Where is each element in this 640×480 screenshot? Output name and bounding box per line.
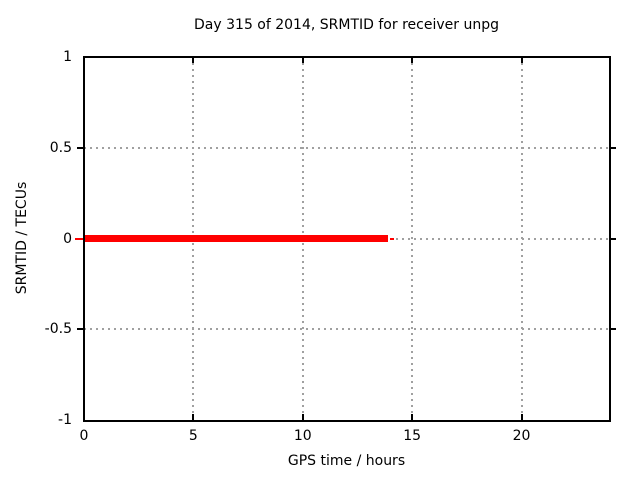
y-tick-label: 0.5: [49, 139, 72, 156]
series-line-srmtid: [84, 235, 389, 242]
x-tick-bottom: [301, 414, 304, 420]
x-tick-label: 20: [512, 428, 531, 444]
y-tick-left: [77, 328, 84, 331]
y-tick-right: [609, 328, 616, 331]
x-tick-top: [520, 57, 523, 63]
red-dash-after-line: [390, 237, 395, 240]
x-tick-top: [192, 57, 195, 63]
x-tick-bottom: [411, 414, 414, 420]
x-tick-bottom: [520, 414, 523, 420]
y-tick-right: [609, 146, 616, 149]
y-gridline: [84, 328, 609, 331]
x-axis-label: GPS time / hours: [287, 453, 406, 469]
y-tick-label: -0.5: [44, 321, 72, 338]
y-tick-right: [609, 237, 616, 240]
y-tick-label: -1: [58, 412, 72, 428]
x-tick-label: 10: [293, 428, 312, 444]
x-tick-label: 15: [403, 428, 422, 444]
y-tick-left-red: [75, 237, 84, 240]
x-tick-top: [411, 57, 414, 63]
y-gridline: [84, 146, 609, 149]
plot-area: 0 5 10 15 20 -1 -0.5 0 0.5 1: [45, 49, 616, 444]
x-tick-label: 5: [188, 428, 198, 444]
x-tick-label: 0: [79, 428, 89, 444]
chart-title: Day 315 of 2014, SRMTID for receiver unp…: [194, 17, 499, 33]
y-tick-left: [77, 146, 84, 149]
x-tick-top: [301, 57, 304, 63]
x-tick-bottom: [192, 414, 195, 420]
y-tick-label: 0: [63, 230, 72, 247]
y-tick-label: 1: [63, 49, 72, 65]
